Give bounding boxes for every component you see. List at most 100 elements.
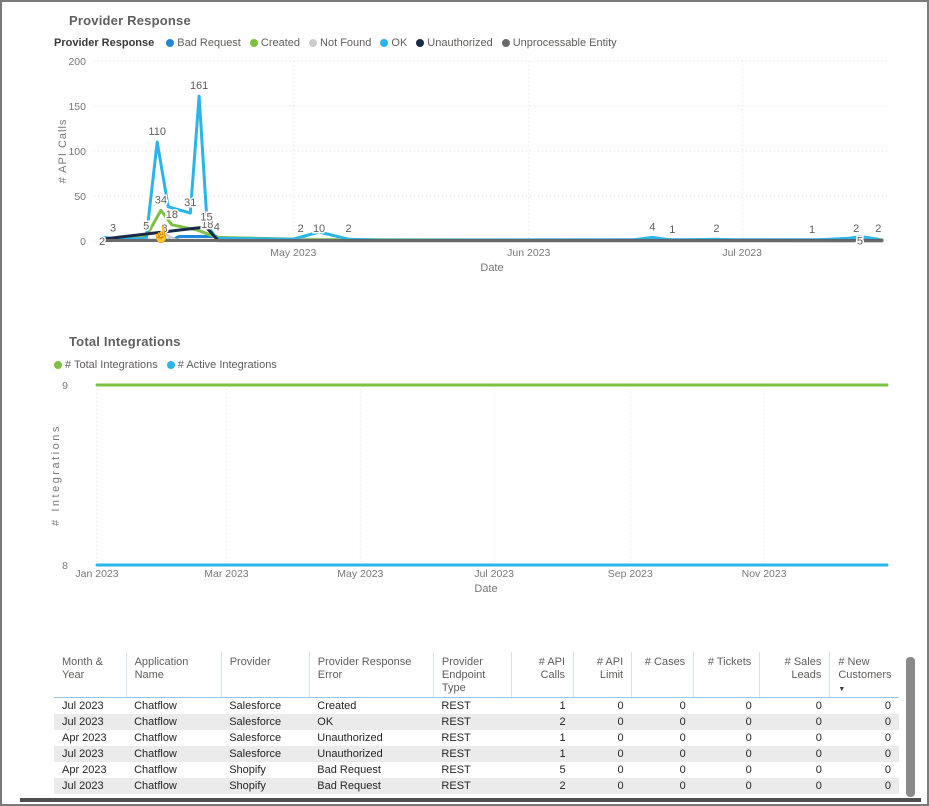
legend-label: Unprocessable Entity xyxy=(512,37,617,49)
legend-label: # Active Integrations xyxy=(177,359,277,371)
legend-item-total-integrations[interactable]: # Total Integrations xyxy=(54,359,158,371)
column-header-label: # Sales Leads xyxy=(784,656,822,681)
table-header-row: Month & Year Application Name Provider Prov… xyxy=(54,652,899,698)
table-vertical-scrollbar[interactable] xyxy=(906,657,915,797)
table-cell: 0 xyxy=(884,764,891,776)
legend-dot-icon xyxy=(416,39,425,47)
x-tick-label: Nov 2023 xyxy=(742,568,787,580)
table-cell: Unauthorized xyxy=(317,748,383,760)
table-cell: 0 xyxy=(815,700,822,712)
table-row[interactable]: Jul 2023 Chatflow Salesforce OK REST 2 0 0 0 0 0 xyxy=(54,714,899,730)
table-row[interactable]: Jul 2023 Chatflow Salesforce Unauthorized RE… xyxy=(54,746,899,762)
legend-label: Created xyxy=(260,37,301,49)
table-cell: Bad Request xyxy=(317,764,381,776)
table-row[interactable]: Apr 2023 Chatflow Salesforce Unauthorized RE… xyxy=(54,730,899,746)
details-table: Month & Year Application Name Provider Prov… xyxy=(54,652,899,794)
table-cell: 0 xyxy=(617,700,624,712)
column-header-month-year[interactable]: Month & Year xyxy=(54,652,127,698)
table-cell: REST xyxy=(441,748,471,760)
table-cell: Unauthorized xyxy=(317,732,383,744)
column-header-provider-response-error[interactable]: Provider Response Error xyxy=(309,652,434,698)
page-horizontal-scrollbar[interactable] xyxy=(20,798,921,802)
column-header-label: Provider xyxy=(229,656,271,668)
column-header-label: # Tickets xyxy=(707,656,752,668)
legend-item-not-found[interactable]: Not Found xyxy=(309,37,371,49)
series-line-ok[interactable] xyxy=(100,94,880,242)
table-cell: Chatflow xyxy=(134,700,177,712)
table-cell: REST xyxy=(441,700,471,712)
table-cell: Shopify xyxy=(229,764,266,776)
table-cell: 0 xyxy=(884,748,891,760)
table-cell: OK xyxy=(317,716,334,728)
legend-item-created[interactable]: Created xyxy=(249,37,301,49)
table-cell: 1 xyxy=(559,732,566,744)
data-table: Month & Year Application Name Provider Prov… xyxy=(54,652,899,794)
x-tick-label: Jun 2023 xyxy=(507,247,550,259)
legend-dot-icon xyxy=(166,361,175,369)
column-header-label: # Cases xyxy=(644,656,686,668)
legend-item-active-integrations[interactable]: # Active Integrations xyxy=(166,359,277,371)
x-tick-label: May 2023 xyxy=(270,247,316,259)
hand-cursor-icon: ☝ xyxy=(150,225,172,246)
table-cell: 0 xyxy=(617,732,624,744)
table-cell: 0 xyxy=(745,748,752,760)
table-cell: Jul 2023 xyxy=(62,716,104,728)
column-header-provider[interactable]: Provider xyxy=(221,652,310,698)
table-cell: Chatflow xyxy=(134,716,177,728)
y-tick-label: 150 xyxy=(68,101,86,113)
table-cell: 2 xyxy=(559,780,566,792)
table-cell: Salesforce xyxy=(229,748,282,760)
column-header-label: # New Customers xyxy=(838,656,892,681)
column-header-sales-leads[interactable]: # Sales Leads xyxy=(759,652,831,698)
data-label: 3 xyxy=(110,222,116,234)
y-tick-label: 8 xyxy=(62,560,68,572)
table-cell: Jul 2023 xyxy=(62,780,104,792)
table-cell: Chatflow xyxy=(134,748,177,760)
table-cell: REST xyxy=(441,780,471,792)
table-cell: 0 xyxy=(815,748,822,760)
column-header-label: # API Calls xyxy=(538,656,566,681)
y-axis-title: # API Calls xyxy=(57,119,69,184)
column-header-cases[interactable]: # Cases xyxy=(631,652,695,698)
column-header-provider-endpoint-type[interactable]: Provider Endpoint Type xyxy=(433,652,513,698)
data-label: 4 xyxy=(649,221,655,233)
data-label: 1 xyxy=(809,224,815,236)
legend-label: OK xyxy=(391,37,408,49)
column-header-api-limit[interactable]: # API Limit xyxy=(573,652,633,698)
table-cell: 0 xyxy=(617,764,624,776)
column-header-tickets[interactable]: # Tickets xyxy=(693,652,761,698)
provider-response-chart[interactable]: May 2023 Jun 2023 Jul 2023 0 50 100 150 200 Date… xyxy=(2,56,929,286)
table-cell: Chatflow xyxy=(134,780,177,792)
legend-item-bad-request[interactable]: Bad Request xyxy=(166,37,241,49)
table-cell: REST xyxy=(441,732,471,744)
data-label: 2 xyxy=(99,236,105,248)
table-row[interactable]: Jul 2023 Chatflow Shopify Bad Request REST 2 0… xyxy=(54,778,899,794)
x-tick-label: Jul 2023 xyxy=(474,568,514,580)
x-tick-label: Sep 2023 xyxy=(608,568,653,580)
table-cell: Jul 2023 xyxy=(62,748,104,760)
data-label: 8 xyxy=(161,223,167,235)
data-label: 2 xyxy=(875,223,881,235)
legend-label: Unauthorized xyxy=(427,37,493,49)
table-cell: 0 xyxy=(679,748,686,760)
table-cell: 0 xyxy=(884,780,891,792)
x-tick-label: Mar 2023 xyxy=(204,568,249,580)
table-row[interactable]: Apr 2023 Chatflow Shopify Bad Request REST 5 0… xyxy=(54,762,899,778)
data-label: 10 xyxy=(313,223,325,235)
column-header-api-calls[interactable]: # API Calls xyxy=(511,652,575,698)
table-cell: 0 xyxy=(745,764,752,776)
sort-descending-icon[interactable]: ▼ xyxy=(838,686,846,693)
data-label: 2 xyxy=(853,223,859,235)
x-axis-title: Date xyxy=(480,262,503,274)
provider-response-legend: Provider Response Bad Request Created Not F… xyxy=(54,37,617,49)
data-label: 18 xyxy=(166,209,178,221)
y-axis-title: # Integrations xyxy=(50,424,62,526)
table-row[interactable]: Jul 2023 Chatflow Salesforce Created REST 1 0 0… xyxy=(54,698,899,715)
column-header-new-customers[interactable]: # New Customers ▼ xyxy=(829,652,899,698)
legend-item-unauthorized[interactable]: Unauthorized xyxy=(416,37,493,49)
total-integrations-chart[interactable]: Jan 2023 Mar 2023 May 2023 Jul 2023 Sep 2023… xyxy=(2,377,929,607)
column-header-application-name[interactable]: Application Name xyxy=(126,652,222,698)
legend-dot-icon xyxy=(54,361,62,369)
legend-item-ok[interactable]: OK xyxy=(380,37,407,49)
legend-item-unprocessable-entity[interactable]: Unprocessable Entity xyxy=(501,37,617,49)
